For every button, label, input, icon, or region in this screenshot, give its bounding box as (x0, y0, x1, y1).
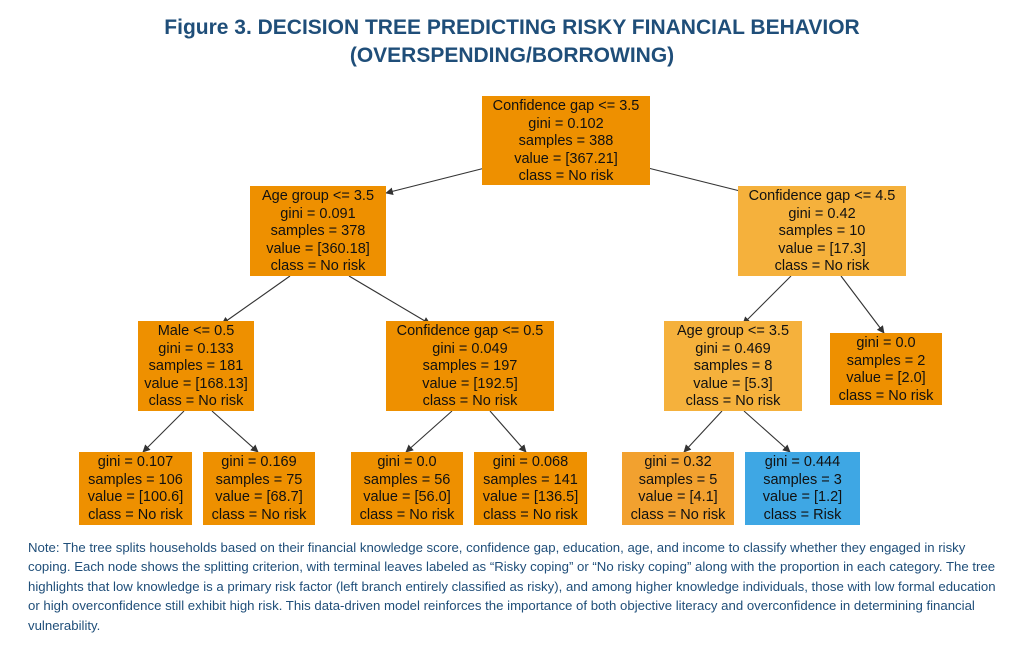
node-class: class = No risk (774, 258, 870, 275)
edge-lr-leaf4 (489, 410, 527, 453)
figure-title: Figure 3. DECISION TREE PREDICTING RISKY… (0, 14, 1024, 70)
node-value: value = [367.21] (514, 150, 618, 167)
node-gini: gini = 0.42 (788, 205, 856, 222)
edge-root-right (647, 167, 749, 196)
node-class: class = No risk (270, 258, 366, 275)
node-gini: gini = 0.102 (528, 115, 604, 132)
node-split-condition: Confidence gap <= 3.5 (492, 98, 640, 114)
node-gini: gini = 0.049 (432, 340, 508, 357)
tree-node-root: Confidence gap <= 3.5 gini = 0.102 sampl… (482, 96, 650, 185)
edge-right-rl (742, 275, 792, 325)
node-samples: samples = 56 (363, 471, 451, 488)
edge-rl-leaf5 (683, 410, 723, 453)
edge-root-left (385, 167, 486, 196)
edge-lr-leaf3 (405, 410, 453, 453)
node-value: value = [2.0] (846, 370, 926, 387)
edge-ll-leaf1 (142, 410, 185, 453)
node-samples: samples = 8 (693, 358, 773, 375)
tree-leaf-4: gini = 0.068 samples = 141 value = [136.… (474, 452, 587, 525)
node-gini: gini = 0.107 (97, 454, 174, 470)
figure-title-line-1: Figure 3. DECISION TREE PREDICTING RISKY… (164, 16, 860, 39)
node-class: class = No risk (630, 506, 726, 523)
node-gini: gini = 0.0 (856, 335, 916, 351)
node-class: class = No risk (685, 393, 781, 410)
node-samples: samples = 5 (638, 471, 718, 488)
node-value: value = [56.0] (363, 489, 451, 506)
node-gini: gini = 0.169 (221, 454, 297, 470)
node-class: class = No risk (518, 168, 614, 185)
node-value: value = [360.18] (266, 240, 370, 257)
tree-node-male-split: Male <= 0.5 gini = 0.133 samples = 181 v… (138, 321, 254, 411)
node-class: class = No risk (88, 506, 183, 523)
node-value: value = [68.7] (215, 489, 303, 506)
node-samples: samples = 10 (778, 223, 866, 240)
tree-leaf-2: gini = 0.169 samples = 75 value = [68.7]… (203, 452, 315, 525)
node-value: value = [100.6] (87, 489, 184, 506)
node-samples: samples = 106 (88, 471, 183, 488)
edge-left-lr (348, 275, 431, 325)
node-samples: samples = 2 (846, 352, 926, 369)
node-gini: gini = 0.444 (764, 454, 841, 470)
tree-node-confidence-gap-0-5: Confidence gap <= 0.5 gini = 0.049 sampl… (386, 321, 554, 411)
tree-node-age-group-split: Age group <= 3.5 gini = 0.091 samples = … (250, 186, 386, 276)
edge-left-ll (221, 275, 291, 325)
node-value: value = [168.13] (144, 375, 248, 392)
node-value: value = [1.2] (762, 489, 843, 506)
tree-leaf-5: gini = 0.32 samples = 5 value = [4.1] cl… (622, 452, 734, 525)
node-class: class = No risk (838, 387, 934, 404)
node-class: class = No risk (148, 393, 244, 410)
tree-leaf-3: gini = 0.0 samples = 56 value = [56.0] c… (351, 452, 463, 525)
node-value: value = [5.3] (693, 375, 773, 392)
node-class: class = Risk (763, 506, 842, 523)
node-samples: samples = 197 (422, 358, 518, 375)
node-gini: gini = 0.32 (644, 454, 712, 470)
node-split-condition: Age group <= 3.5 (261, 188, 375, 204)
node-gini: gini = 0.068 (492, 454, 569, 470)
node-class: class = No risk (359, 506, 455, 523)
node-samples: samples = 3 (763, 471, 842, 488)
tree-node-confidence-gap-4-5: Confidence gap <= 4.5 gini = 0.42 sample… (738, 186, 906, 276)
node-value: value = [192.5] (422, 375, 518, 392)
node-split-condition: Confidence gap <= 0.5 (396, 323, 544, 339)
edge-rl-leaf6 (743, 410, 791, 453)
tree-node-age-group-split-right: Age group <= 3.5 gini = 0.469 samples = … (664, 321, 802, 411)
node-samples: samples = 181 (148, 358, 244, 375)
node-gini: gini = 0.0 (377, 454, 437, 470)
node-split-condition: Confidence gap <= 4.5 (748, 188, 896, 204)
node-gini: gini = 0.091 (280, 205, 356, 222)
node-class: class = No risk (422, 393, 518, 410)
node-split-condition: Male <= 0.5 (157, 323, 235, 339)
node-split-condition: Age group <= 3.5 (676, 323, 790, 339)
tree-leaf-confidence-gap-high: gini = 0.0 samples = 2 value = [2.0] cla… (830, 333, 942, 405)
node-value: value = [17.3] (778, 240, 866, 257)
node-samples: samples = 75 (215, 471, 303, 488)
node-class: class = No risk (483, 506, 578, 523)
figure-note: Note: The tree splits households based o… (28, 540, 996, 633)
node-value: value = [136.5] (482, 489, 579, 506)
node-samples: samples = 378 (270, 223, 366, 240)
edge-right-rr (840, 275, 885, 334)
node-class: class = No risk (211, 506, 307, 523)
node-samples: samples = 388 (518, 133, 614, 150)
node-value: value = [4.1] (638, 489, 718, 506)
node-gini: gini = 0.469 (695, 340, 771, 357)
node-samples: samples = 141 (483, 471, 578, 488)
tree-leaf-1: gini = 0.107 samples = 106 value = [100.… (79, 452, 192, 525)
figure-title-line-2: (OVERSPENDING/BORROWING) (349, 44, 675, 67)
tree-leaf-6-risk: gini = 0.444 samples = 3 value = [1.2] c… (745, 452, 860, 525)
edge-ll-leaf2 (211, 410, 259, 453)
node-gini: gini = 0.133 (158, 340, 234, 357)
